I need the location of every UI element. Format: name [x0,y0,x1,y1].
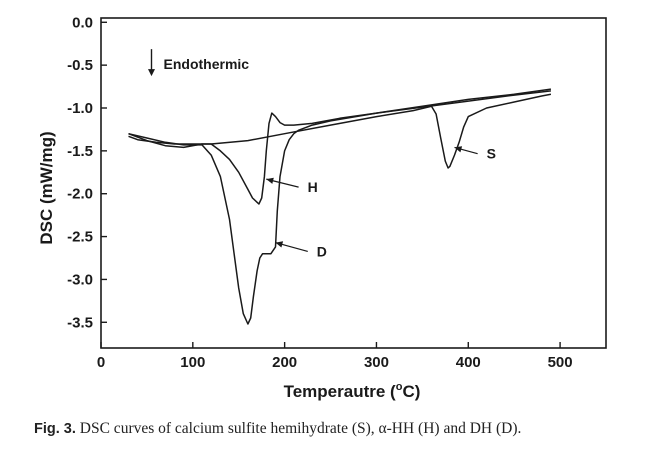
x-tick-label: 200 [272,354,297,371]
y-tick-label: 0.0 [72,14,93,31]
y-tick-label: -3.0 [67,271,93,288]
annotation-label-s: S [487,146,496,162]
figure-caption: Fig. 3. DSC curves of calcium sulfite he… [34,420,644,438]
endothermic-arrow-head [148,69,155,77]
y-tick-label: -1.0 [67,100,93,117]
plot-frame-group [100,17,607,349]
y-tick-label: -2.5 [67,229,93,246]
y-tick-label: -1.5 [67,143,93,160]
plot-area-frame [100,17,607,349]
x-axis-title: Temperautre (oC) [284,381,421,401]
series-group [128,88,552,325]
y-tick-label: -0.5 [67,57,93,74]
y-axis-title: DSC (mW/mg) [37,131,56,244]
endothermic-label: Endothermic [164,56,250,72]
y-tick-label: -3.5 [67,314,93,331]
x-tick-label: 100 [180,354,205,371]
caption-text: DSC curves of calcium sulfite hemihydrat… [79,420,522,437]
series-line-s [128,93,552,169]
x-axis-title-main: Temperautre ( [284,382,396,401]
series-line-d [128,88,552,325]
annotations-group: Endothermic H D S [148,49,496,259]
annotation-label-h: H [308,179,318,195]
x-tick-label: 0 [97,354,105,371]
annotation-label-d: D [317,243,327,259]
x-tick-label: 500 [548,354,573,371]
annotation-arrowhead-d [275,241,284,248]
annotation-arrowhead-s [454,146,463,153]
x-axis-title-unit: C) [402,382,420,401]
x-tick-label: 300 [364,354,389,371]
annotation-arrowhead-h [266,177,274,184]
x-tick-label: 400 [456,354,481,371]
x-axis-title-degree: o [396,381,403,393]
caption-label: Fig. 3. [34,421,76,437]
ticks-group: 0 100 200 300 400 500 0.0 -0.5 -1.0 -1.5 -2.0 -2.5 -… [67,14,572,371]
y-tick-label: -2.0 [67,186,93,203]
